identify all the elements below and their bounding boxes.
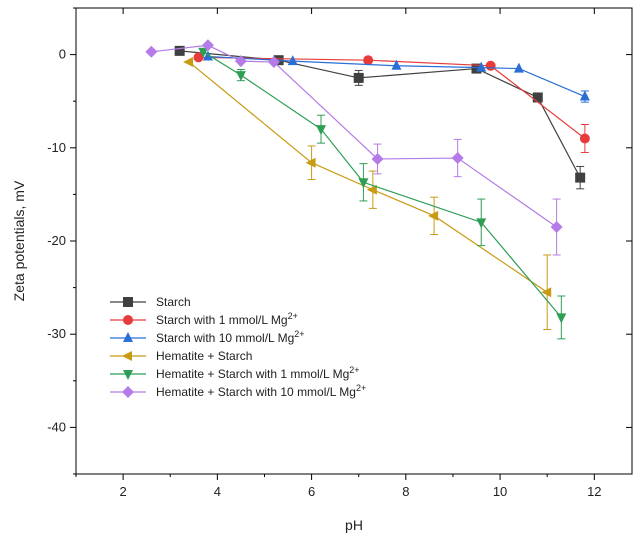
x-tick-label: 10: [493, 484, 507, 499]
legend-item: Starch with 1 mmol/L Mg2+: [110, 311, 298, 327]
legend-swatch-marker: [123, 332, 133, 342]
data-point: [532, 92, 543, 103]
x-tick-label: 2: [120, 484, 127, 499]
data-point: [267, 56, 280, 69]
series-4: [183, 57, 552, 331]
legend-label: Hematite + Starch with 1 mmol/L Mg2+: [156, 365, 360, 381]
legend-label: Starch with 10 mmol/L Mg2+: [156, 329, 305, 345]
data-point: [476, 61, 487, 72]
legend-swatch-marker: [122, 386, 134, 398]
series-3: [202, 50, 590, 103]
series-2: [193, 52, 590, 153]
legend-label-text: Starch with 1 mmol/L Mg: [156, 313, 288, 327]
x-tick-label: 4: [214, 484, 221, 499]
legend-swatch-marker: [123, 315, 133, 325]
data-point: [145, 45, 158, 58]
x-tick-label: 6: [308, 484, 315, 499]
legend-swatch-marker: [123, 297, 133, 307]
x-tick-label: 12: [587, 484, 601, 499]
data-point: [541, 287, 552, 298]
data-point: [428, 210, 439, 221]
legend-item: Starch: [110, 295, 191, 309]
legend-label-text: Hematite + Starch with 10 mmol/L Mg: [156, 385, 356, 399]
y-tick-label: -30: [47, 326, 66, 341]
legend-label-text: Hematite + Starch: [156, 349, 252, 363]
data-point: [550, 221, 563, 234]
legend-swatch-marker: [123, 370, 133, 380]
legend-label-superscript: 2+: [356, 383, 366, 393]
legend-label: Starch: [156, 295, 191, 309]
data-point: [305, 157, 316, 168]
y-tick-label: -10: [47, 140, 66, 155]
series-line: [207, 55, 586, 98]
data-point: [202, 50, 213, 61]
series-5: [198, 47, 567, 340]
series-group: [145, 39, 590, 340]
legend-label-text: Hematite + Starch with 1 mmol/L Mg: [156, 367, 349, 381]
legend-label: Hematite + Starch: [156, 349, 252, 363]
legend-item: Starch with 10 mmol/L Mg2+: [110, 329, 305, 345]
legend-label-superscript: 2+: [294, 329, 304, 339]
data-point: [485, 60, 496, 71]
y-tick-label: 0: [59, 47, 66, 62]
data-point: [201, 39, 214, 52]
series-line: [188, 61, 548, 293]
data-point: [235, 71, 246, 82]
series-line: [198, 56, 586, 139]
data-point: [471, 63, 482, 74]
x-axis-label: pH: [345, 517, 363, 533]
legend-label-text: Starch: [156, 295, 191, 309]
data-point: [575, 172, 586, 183]
series-line: [151, 44, 557, 228]
legend-label-superscript: 2+: [288, 311, 298, 321]
data-point: [476, 218, 487, 229]
legend-swatch-marker: [122, 351, 132, 361]
data-point: [451, 152, 464, 165]
legend-item: Hematite + Starch with 10 mmol/L Mg2+: [110, 383, 366, 399]
data-point: [363, 55, 374, 66]
data-point: [287, 55, 298, 66]
data-point: [371, 152, 384, 165]
data-point: [234, 55, 247, 68]
axes: 2 4 6 8 10 12 0 -10 -20 -30 -40: [47, 7, 633, 499]
legend-item: Hematite + Starch with 1 mmol/L Mg2+: [110, 365, 360, 381]
y-tick-label: -40: [47, 419, 66, 434]
legend-item: Hematite + Starch: [110, 349, 252, 363]
data-point: [174, 45, 185, 56]
y-tick-label: -20: [47, 233, 66, 248]
legend-label: Hematite + Starch with 10 mmol/L Mg2+: [156, 383, 366, 399]
legend-label: Starch with 1 mmol/L Mg2+: [156, 311, 298, 327]
x-tick-label: 8: [402, 484, 409, 499]
data-point: [366, 184, 377, 195]
data-point: [556, 313, 567, 324]
data-point: [193, 52, 204, 63]
data-point: [579, 90, 590, 101]
data-point: [513, 62, 524, 73]
data-point: [183, 57, 194, 68]
data-point: [316, 125, 327, 136]
legend-label-superscript: 2+: [349, 365, 359, 375]
y-axis-label: Zeta potentials, mV: [11, 180, 27, 301]
data-point: [579, 133, 590, 144]
data-point: [353, 72, 364, 83]
series-6: [145, 39, 563, 256]
series-line: [202, 51, 562, 318]
series-1: [174, 45, 586, 190]
data-point: [358, 178, 369, 189]
data-point: [391, 59, 402, 70]
data-point: [198, 47, 209, 58]
legend-label-text: Starch with 10 mmol/L Mg: [156, 331, 294, 345]
